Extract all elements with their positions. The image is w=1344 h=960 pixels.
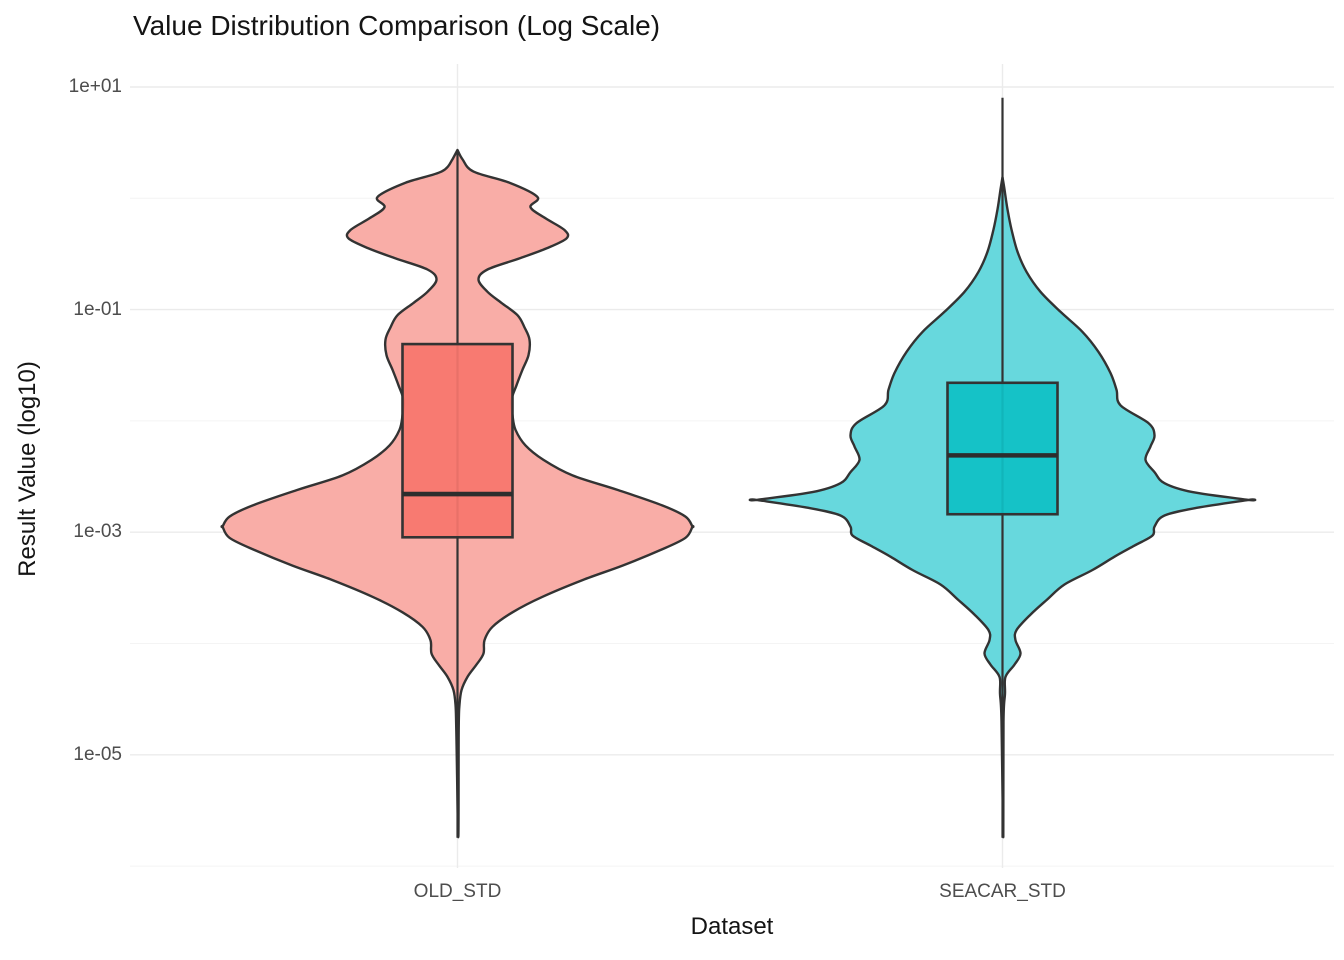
- box-OLD_STD: [401, 342, 514, 539]
- chart-title: Value Distribution Comparison (Log Scale…: [133, 10, 661, 41]
- box-SEACAR_STD: [946, 381, 1059, 516]
- y-tick-label-1e-03: 1e-03: [73, 521, 122, 543]
- iqr-box: [946, 381, 1059, 516]
- y-tick-label-1e+01: 1e+01: [68, 76, 122, 97]
- y-tick-label-1e-01: 1e-01: [73, 298, 122, 320]
- x-axis-title: Dataset: [690, 913, 774, 940]
- x-tick-label-seacar-std: SEACAR_STD: [939, 881, 1066, 902]
- y-tick-label-1e-05: 1e-05: [73, 743, 122, 765]
- iqr-box: [401, 342, 514, 539]
- gridlines: [130, 64, 1334, 868]
- x-tick-label-old-std: OLD_STD: [413, 881, 502, 902]
- y-axis-title: Result Value (log10): [14, 361, 41, 577]
